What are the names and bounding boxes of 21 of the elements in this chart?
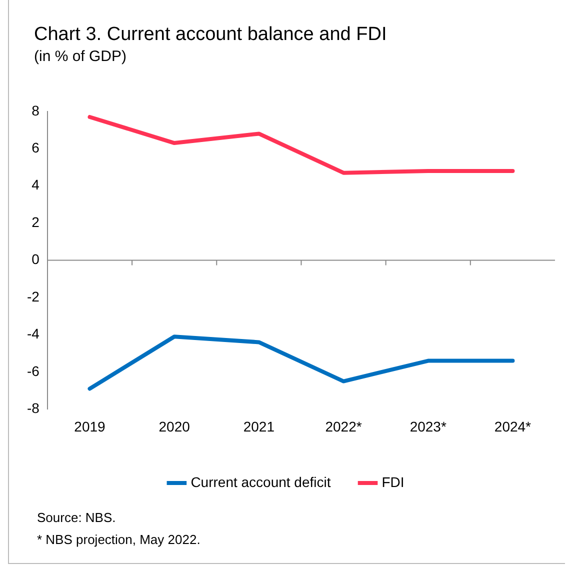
y-tick-label: 0 [32, 251, 40, 268]
source-note: Source: NBS. [37, 510, 116, 525]
y-tick-label: 2 [32, 214, 40, 230]
x-tick-label: 2024* [494, 418, 532, 434]
text: * NBS projection, May 2022. [37, 532, 200, 547]
legend-label: FDI [382, 474, 404, 490]
legend-label: Current account deficit [190, 474, 331, 490]
y-tick-label: 8 [32, 102, 40, 118]
chart-title: Chart 3. Current account balance and FDI [34, 24, 387, 46]
x-tick-label: 2022* [325, 418, 362, 434]
x-tick-label: 2020 [158, 418, 190, 434]
chart-subtitle: (in % of GDP) [34, 48, 127, 65]
x-tick-label: 2019 [74, 418, 106, 434]
x-tick-label: 2023* [410, 418, 447, 434]
y-tick-label: -8 [26, 400, 40, 416]
y-tick-label: -2 [26, 288, 40, 304]
x-tick-label: 2021 [243, 418, 275, 434]
y-tick-label: 4 [32, 176, 40, 193]
y-tick-label: -6 [26, 362, 40, 379]
y-tick-label: 6 [32, 139, 40, 156]
y-tick-label: -4 [26, 326, 40, 342]
